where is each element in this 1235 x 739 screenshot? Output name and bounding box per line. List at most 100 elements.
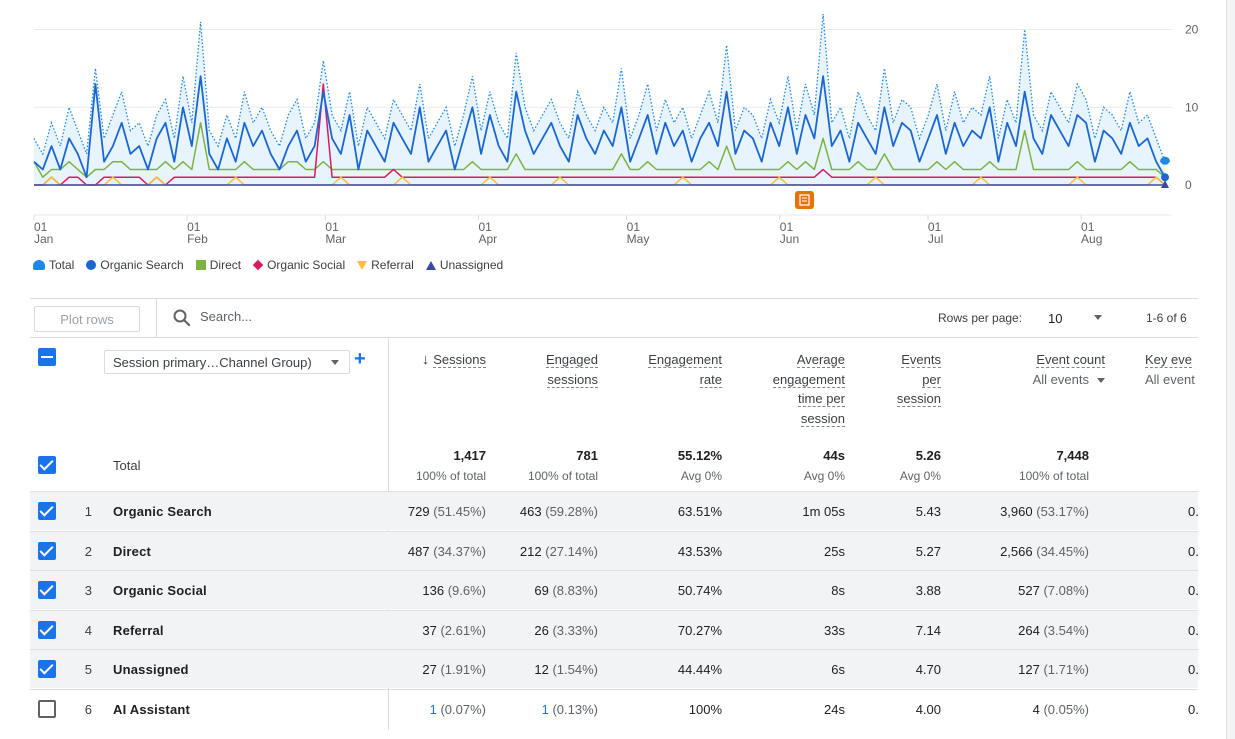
square-icon <box>195 260 206 270</box>
cell-key-events: 0. <box>1188 583 1198 598</box>
legend-item-direct[interactable]: Direct <box>195 258 241 272</box>
right-edge-panel <box>1226 0 1235 739</box>
cell-value: 12 <box>534 662 549 677</box>
rows-per-page-select[interactable]: 10 <box>1048 311 1063 326</box>
cell-value: 50.74% <box>677 583 722 598</box>
sort-descending-icon: ↓ <box>421 351 430 368</box>
row-channel-name[interactable]: Organic Social <box>113 583 207 598</box>
cell-sessions: 136 (9.6%) <box>422 583 486 598</box>
column-header-average-engagement-time[interactable]: Average engagement time per session <box>772 350 845 428</box>
cell-value: 264 <box>1018 622 1040 638</box>
key-event-filter-dropdown[interactable]: All event <box>1145 370 1195 390</box>
total-end-marker <box>1160 156 1170 165</box>
cell-engaged-sessions: 26 (3.33%) <box>534 623 598 638</box>
column-header-engagement-rate[interactable]: Engagement rate <box>648 350 722 389</box>
series-organic-social-line <box>34 83 1166 186</box>
cell-event-count: 2,566 (34.45%) <box>1000 544 1089 559</box>
x-tick-day: 01 <box>928 220 942 234</box>
cell-value: 8s <box>831 583 845 598</box>
series-total-line <box>33 13 1166 162</box>
header-line: Key eve <box>1145 352 1192 368</box>
toolbar-divider <box>156 299 157 337</box>
column-header-engaged-sessions[interactable]: Engaged sessions <box>545 350 598 389</box>
cell-value: 37 <box>422 622 437 638</box>
cell-average-engagement-time: 24s <box>824 702 845 717</box>
total-row: Total 1,417 100% of total 781 100% of tota… <box>30 438 1198 492</box>
y-axis-ticks: 20 10 0 <box>1185 23 1199 192</box>
legend-item-unassigned[interactable]: Unassigned <box>425 258 503 272</box>
cell-sessions: 1 (0.07%) <box>430 702 486 717</box>
cell-value: 5.43 <box>915 504 941 519</box>
table-row: 5 Unassigned 27 (1.91%) 12 (1.54%) 44.44% 6s 4… <box>30 649 1198 688</box>
row-channel-name[interactable]: AI Assistant <box>113 701 191 717</box>
row-channel-name[interactable]: Direct <box>113 543 152 559</box>
x-tick-month: Apr <box>478 232 497 246</box>
cell-percentage: (0.13%) <box>548 701 598 717</box>
row-checkbox[interactable] <box>38 620 56 639</box>
total-checkbox[interactable] <box>38 456 56 474</box>
header-line: Engaged <box>545 352 598 368</box>
row-channel-name[interactable]: Referral <box>113 622 164 638</box>
table-row: 4 Referral 37 (2.61%) 26 (3.33%) 70.27% 33s 7.… <box>30 609 1198 649</box>
column-header-sessions[interactable]: ↓ Sessions <box>422 350 486 370</box>
cell-value: 1m 05s <box>802 504 845 519</box>
row-channel-name[interactable]: Organic Search <box>113 504 212 519</box>
row-checkbox[interactable] <box>38 502 56 520</box>
x-tick-day: 01 <box>325 220 339 234</box>
dimension-select-label: Session primary…Channel Group) <box>113 355 312 370</box>
total-value: 55.12% <box>677 448 722 463</box>
x-tick-day: 01 <box>627 220 641 234</box>
cell-value: 70.27% <box>677 622 722 638</box>
annotation-marker[interactable] <box>795 191 814 209</box>
cell-engagement-rate: 100% <box>689 702 722 717</box>
cell-value: 4.70 <box>915 662 941 677</box>
event-filter-dropdown[interactable]: All events <box>1033 370 1105 390</box>
column-header-key-events[interactable]: Key eve All event <box>1145 350 1195 389</box>
cell-average-engagement-time: 6s <box>831 662 845 677</box>
cell-percentage: (7.08%) <box>1039 583 1089 598</box>
cell-engaged-sessions: 12 (1.54%) <box>534 662 598 677</box>
cell-engagement-rate: 50.74% <box>678 583 722 598</box>
legend-item-total[interactable]: Total <box>33 258 74 272</box>
row-checkbox[interactable] <box>38 660 56 678</box>
row-checkbox[interactable] <box>38 699 56 718</box>
dimension-select[interactable]: Session primary…Channel Group) <box>104 350 350 374</box>
legend-item-organic-social[interactable]: Organic Social <box>252 258 345 272</box>
table-row: 3 Organic Social 136 (9.6%) 69 (8.83%) 50.74… <box>30 570 1198 609</box>
total-value: 7,448 <box>1056 448 1089 463</box>
plot-rows-button[interactable]: Plot rows <box>34 306 140 332</box>
column-header-events-per-session[interactable]: Events per session <box>896 350 941 409</box>
cell-percentage: (59.28%) <box>541 504 598 519</box>
x-tick-day: 01 <box>187 220 201 234</box>
column-header-event-count[interactable]: Event count All events <box>1033 350 1105 389</box>
table-row: 2 Direct 487 (34.37%) 212 (27.14%) 43.53% 25s… <box>30 530 1198 570</box>
cell-value: 44.44% <box>677 662 722 677</box>
cell-value: 69 <box>534 583 549 598</box>
cell-average-engagement-time: 8s <box>831 583 845 598</box>
cell-value: 4 <box>1032 701 1040 717</box>
select-all-checkbox[interactable] <box>38 348 56 366</box>
legend-item-referral[interactable]: Referral <box>357 258 414 272</box>
header-line: time per <box>798 391 845 407</box>
add-dimension-button[interactable]: + <box>354 348 366 370</box>
cell-percentage: (1.91%) <box>436 662 486 677</box>
cell-value: 1 <box>541 701 549 717</box>
cell-value: 43.53% <box>677 543 722 559</box>
row-channel-name[interactable]: Unassigned <box>113 662 189 677</box>
x-tick-day: 01 <box>1081 220 1095 234</box>
cell-events-per-session: 7.14 <box>916 623 941 638</box>
cell-value: 63.51% <box>677 504 722 519</box>
row-checkbox[interactable] <box>38 541 56 560</box>
cell-value: 26 <box>534 622 549 638</box>
total-sub: 100% of total <box>527 469 598 483</box>
search-input[interactable] <box>200 309 500 324</box>
cell-key-events: 0. <box>1188 701 1198 717</box>
x-tick-day: 01 <box>780 220 794 234</box>
chevron-down-icon[interactable] <box>1094 315 1102 320</box>
row-checkbox[interactable] <box>38 581 56 599</box>
cell-percentage: (3.33%) <box>548 622 598 638</box>
key-event-filter-label: All event <box>1145 371 1195 387</box>
cell-value: 1 <box>429 701 437 717</box>
legend-item-organic-search[interactable]: Organic Search <box>86 258 184 272</box>
